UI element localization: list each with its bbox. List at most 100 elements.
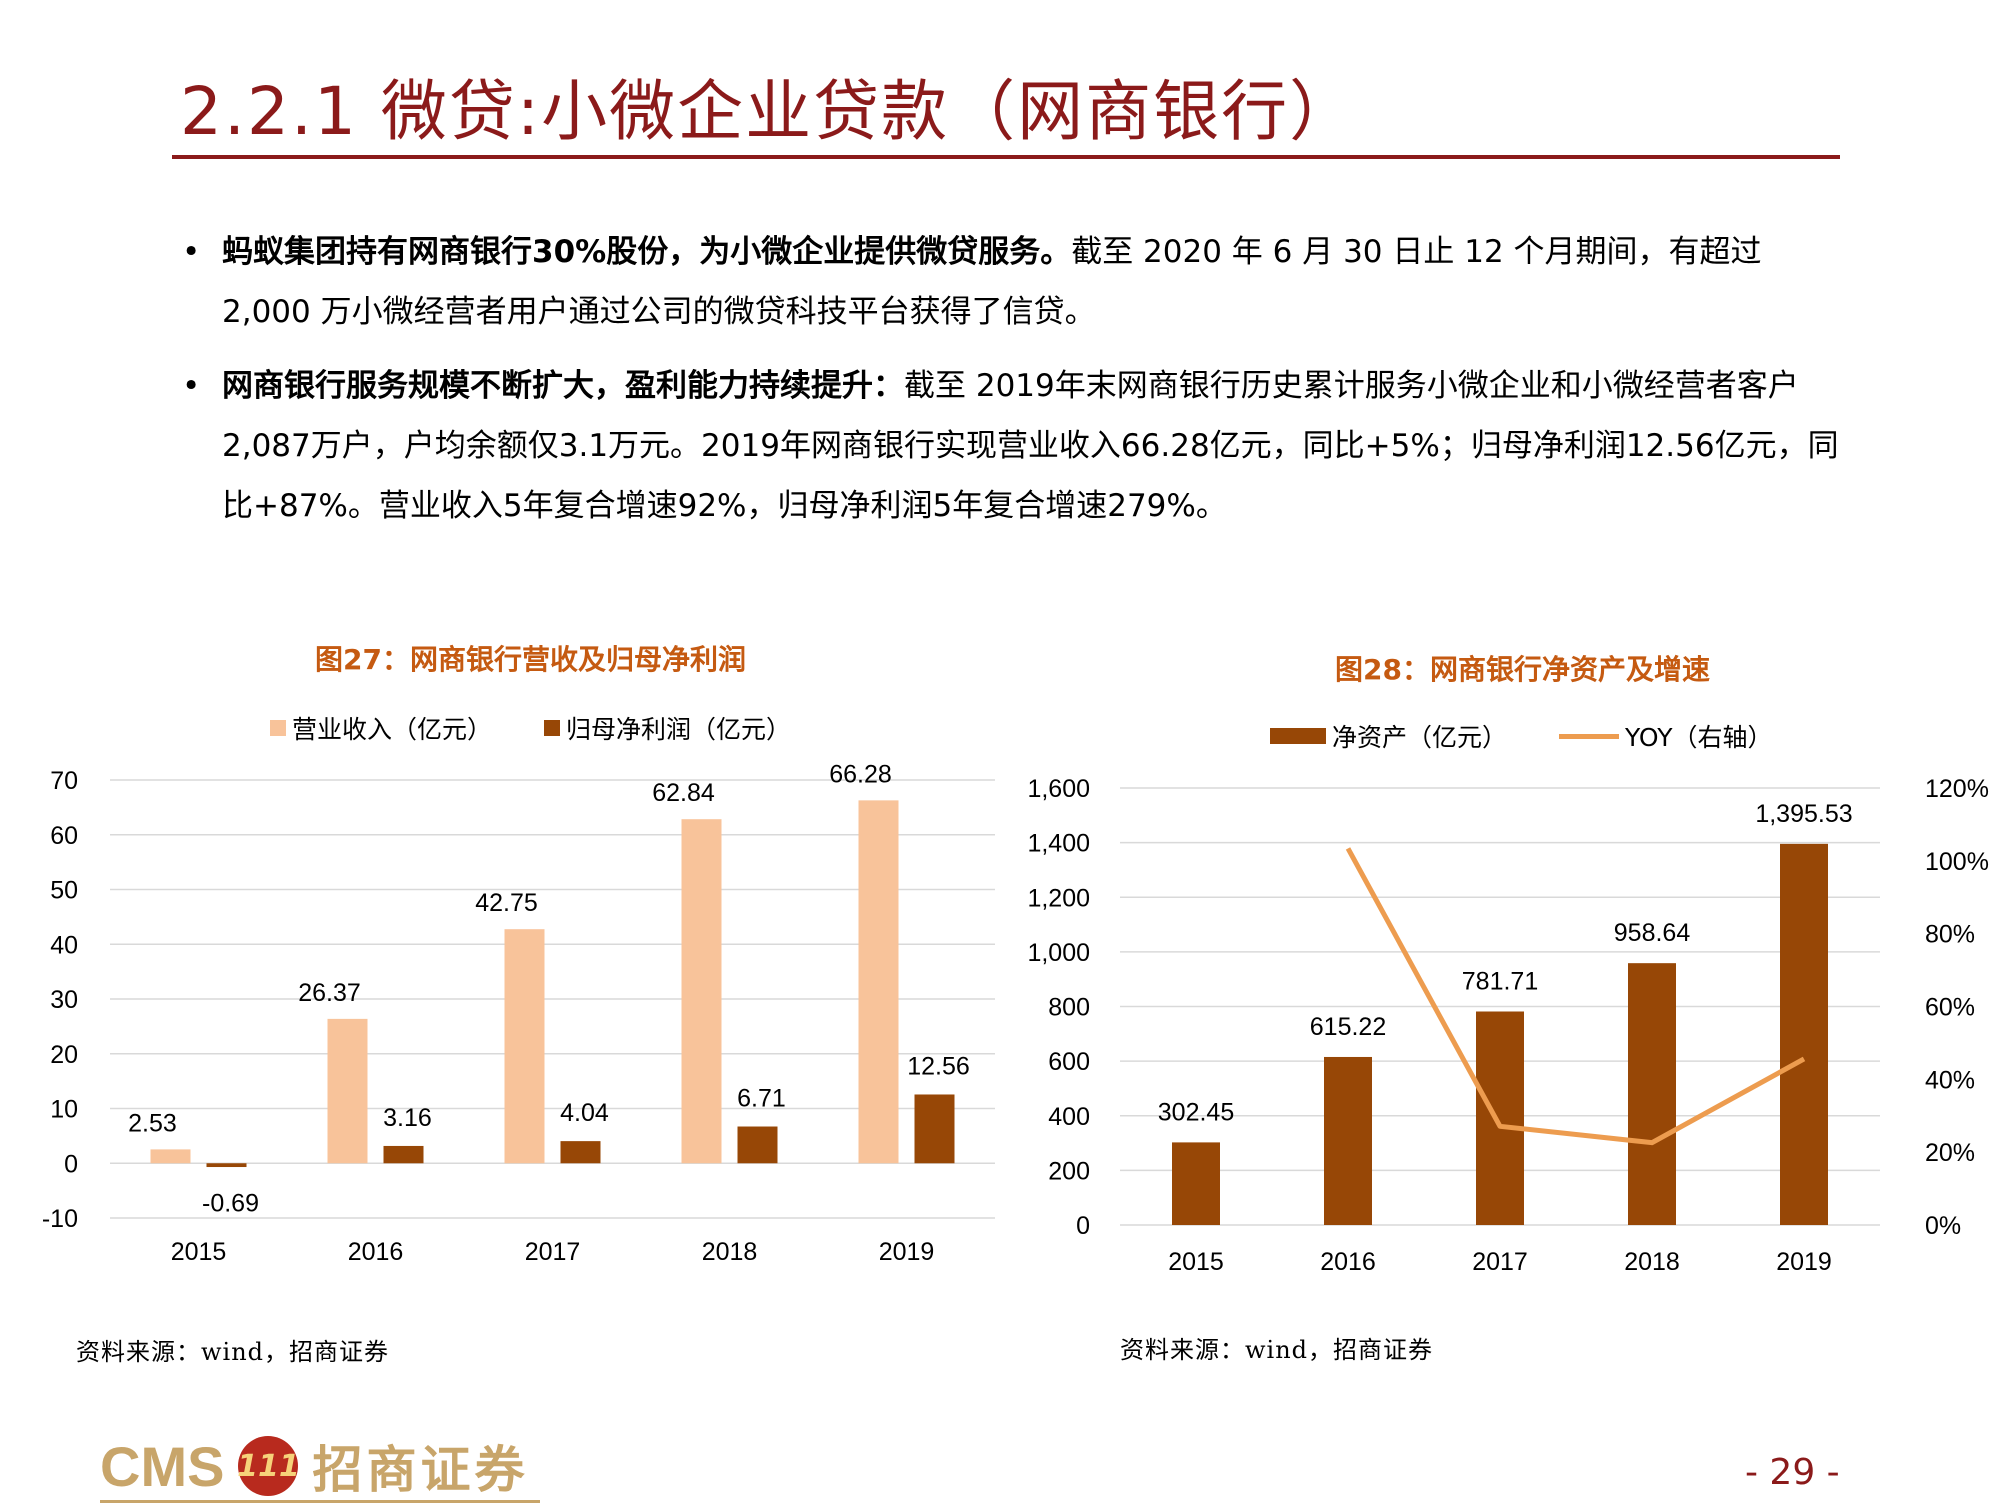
data-label: 615.22 xyxy=(1310,1013,1386,1041)
legend-item-profit: 归母净利润（亿元） xyxy=(544,710,791,746)
bar-revenue xyxy=(504,929,545,1164)
y-tick-label: 800 xyxy=(1048,994,1090,1022)
y-tick-label: 0 xyxy=(64,1150,78,1178)
bar-revenue xyxy=(681,819,722,1164)
legend-swatch-equity xyxy=(1270,728,1326,744)
y2-tick-label: 0% xyxy=(1925,1212,1961,1240)
data-label: 302.45 xyxy=(1158,1098,1234,1126)
data-label: 62.84 xyxy=(652,779,715,807)
page-title: 2.2.1 微贷:小微企业贷款（网商银行） xyxy=(180,73,1358,150)
y-tick-label: 20 xyxy=(50,1041,78,1069)
data-label: 3.16 xyxy=(383,1104,432,1132)
data-label: 2.53 xyxy=(128,1109,177,1137)
bar-net-assets xyxy=(1628,963,1676,1225)
data-label: 4.04 xyxy=(560,1099,609,1127)
page-number: - 29 - xyxy=(1745,1452,1840,1493)
x-tick-label: 2016 xyxy=(1320,1248,1376,1276)
y-tick-label: 400 xyxy=(1048,1103,1090,1131)
y-tick-label: 600 xyxy=(1048,1048,1090,1076)
y2-tick-label: 100% xyxy=(1925,848,1989,876)
bar-profit xyxy=(560,1141,601,1164)
bullet-item-2: • 网商银行服务规模不断扩大，盈利能力持续提升：截至 2019年末网商银行历史累… xyxy=(178,356,1858,536)
legend-item-revenue: 营业收入（亿元） xyxy=(270,710,492,746)
y-tick-label: 50 xyxy=(50,877,78,905)
bullet-2-text: 截至 2019年末网商银行历史累计服务小微企业和小微经营者客户2,087万户，户… xyxy=(222,368,1839,524)
y-tick-label: 200 xyxy=(1048,1157,1090,1185)
data-label: 958.64 xyxy=(1614,919,1691,947)
bullet-item-1: • 蚂蚁集团持有网商银行30%股份，为小微企业提供微贷服务。截至 2020 年 … xyxy=(178,222,1858,342)
x-tick-label: 2015 xyxy=(171,1238,227,1266)
data-label: 6.71 xyxy=(737,1085,786,1113)
bullet-dot: • xyxy=(182,368,201,404)
legend-swatch-revenue xyxy=(270,720,286,736)
bar-profit xyxy=(206,1163,247,1168)
bar-profit xyxy=(383,1145,424,1164)
y2-tick-label: 60% xyxy=(1925,994,1975,1022)
chart27-source: 资料来源：wind，招商证券 xyxy=(76,1338,390,1366)
chart27-title: 图27：网商银行营收及归母净利润 xyxy=(315,643,746,676)
y-tick-label: 70 xyxy=(50,767,78,795)
bullet-dot: • xyxy=(182,234,201,270)
data-label: 781.71 xyxy=(1462,967,1538,995)
chart28-source: 资料来源：wind，招商证券 xyxy=(1120,1336,1434,1364)
bar-profit xyxy=(914,1094,955,1164)
logo-wordmark: CMS xyxy=(100,1434,225,1498)
bar-net-assets xyxy=(1172,1142,1220,1225)
x-tick-label: 2019 xyxy=(879,1238,935,1266)
bar-net-assets xyxy=(1324,1056,1372,1225)
legend-item-yoy: YOY（右轴） xyxy=(1559,718,1773,754)
chart27-plot: -10 0 10 20 30 40 50 60 70 2015 2.53 -0.69 2016 26.37… xyxy=(42,760,995,1266)
x-tick-label: 2016 xyxy=(348,1238,404,1266)
y-tick-label: 60 xyxy=(50,822,78,850)
bar-profit xyxy=(737,1126,778,1164)
data-label: 1,395.53 xyxy=(1755,800,1852,828)
y-tick-label: 1,600 xyxy=(1027,775,1090,803)
logo-emblem-icon: 111 xyxy=(237,1436,300,1496)
company-logo: CMS 111 招商证券 xyxy=(100,1430,528,1502)
legend-label-profit: 归母净利润（亿元） xyxy=(566,715,792,744)
legend-label-revenue: 营业收入（亿元） xyxy=(292,715,493,744)
legend-item-equity: 净资产（亿元） xyxy=(1270,718,1507,754)
y-tick-label: 30 xyxy=(50,986,78,1014)
x-tick-label: 2015 xyxy=(1168,1248,1224,1276)
bar-revenue xyxy=(150,1149,191,1164)
bullet-2-bold: 网商银行服务规模不断扩大，盈利能力持续提升： xyxy=(222,368,904,404)
chart27-legend: 营业收入（亿元） 归母净利润（亿元） xyxy=(270,710,843,746)
legend-swatch-yoy xyxy=(1559,733,1620,739)
legend-label-equity: 净资产（亿元） xyxy=(1332,723,1508,752)
bullet-1-text: 截至 2020 年 6 月 30 日止 12 个月期间，有超过 2,000 万小… xyxy=(222,234,1762,330)
y-tick-label: 40 xyxy=(50,931,78,959)
chart28-legend: 净资产（亿元） YOY（右轴） xyxy=(1270,718,1825,754)
y2-tick-label: 80% xyxy=(1925,921,1975,949)
y2-tick-label: 20% xyxy=(1925,1139,1975,1167)
y2-tick-label: 120% xyxy=(1925,775,1989,803)
bar-net-assets xyxy=(1476,1011,1524,1225)
x-tick-label: 2018 xyxy=(1624,1248,1680,1276)
bullet-list: • 蚂蚁集团持有网商银行30%股份，为小微企业提供微贷服务。截至 2020 年 … xyxy=(178,222,1858,550)
y-tick-label: 1,000 xyxy=(1027,939,1090,967)
x-tick-label: 2017 xyxy=(1472,1248,1528,1276)
chart28-title: 图28：网商银行净资产及增速 xyxy=(1335,653,1710,686)
legend-swatch-profit xyxy=(544,720,561,736)
x-tick-label: 2017 xyxy=(525,1238,581,1266)
y2-tick-label: 40% xyxy=(1925,1066,1975,1094)
data-label: 12.56 xyxy=(907,1052,970,1080)
bar-revenue xyxy=(858,800,899,1164)
data-label: -0.69 xyxy=(202,1189,259,1217)
data-label: 66.28 xyxy=(829,760,892,788)
chart28-plot: 0 200 400 600 800 1,000 1,200 1,400 1,600 0% 20% 40… xyxy=(1027,775,1989,1276)
y-tick-label: -10 xyxy=(42,1205,78,1233)
bar-revenue xyxy=(327,1018,368,1164)
x-tick-label: 2018 xyxy=(702,1238,758,1266)
data-label: 42.75 xyxy=(475,889,538,917)
title-divider xyxy=(172,155,1840,159)
yoy-line xyxy=(1345,847,1806,1146)
data-label: 26.37 xyxy=(298,979,361,1007)
logo-chinese-name: 招商证券 xyxy=(312,1440,529,1499)
bar-net-assets xyxy=(1780,843,1828,1225)
y-tick-label: 1,200 xyxy=(1027,884,1090,912)
x-tick-label: 2019 xyxy=(1776,1248,1832,1276)
y-tick-label: 0 xyxy=(1076,1212,1090,1240)
y-tick-label: 1,400 xyxy=(1027,830,1090,858)
y-tick-label: 10 xyxy=(50,1096,78,1124)
